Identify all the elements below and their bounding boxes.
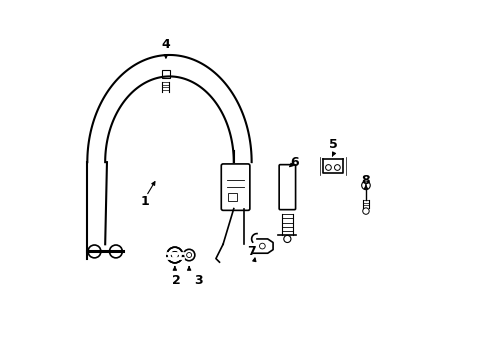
Text: 1: 1	[140, 195, 148, 208]
Text: 7: 7	[247, 245, 256, 258]
Text: 4: 4	[161, 38, 170, 51]
Text: 2: 2	[172, 274, 181, 287]
Bar	[162, 70, 170, 78]
Bar	[166, 252, 183, 257]
Text: 8: 8	[361, 174, 369, 186]
Text: 3: 3	[193, 274, 202, 287]
Text: 5: 5	[329, 138, 338, 151]
Text: 6: 6	[289, 156, 298, 168]
Bar	[228, 193, 237, 202]
